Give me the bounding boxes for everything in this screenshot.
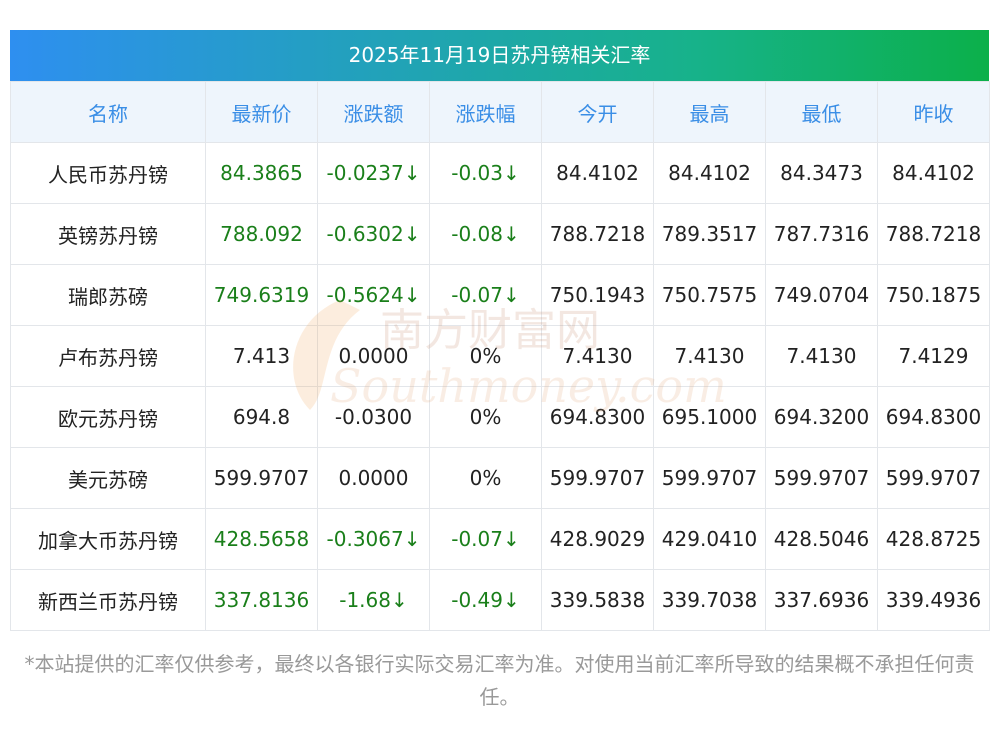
table-header-row: 名称 最新价 涨跌额 涨跌幅 今开 最高 最低 昨收 (10, 81, 990, 143)
cell-open: 7.4130 (541, 325, 654, 387)
cell-open: 788.7218 (541, 203, 654, 265)
cell-prev: 84.4102 (877, 142, 990, 204)
cell-prev: 599.9707 (877, 447, 990, 509)
cell-change: -0.5624↓ (317, 264, 430, 326)
cell-low: 337.6936 (765, 569, 878, 631)
cell-latest: 428.5658 (205, 508, 318, 570)
cell-latest: 84.3865 (205, 142, 318, 204)
cell-name: 英镑苏丹镑 (10, 203, 206, 265)
cell-low: 787.7316 (765, 203, 878, 265)
rate-table: 名称 最新价 涨跌额 涨跌幅 今开 最高 最低 昨收 人民币苏丹镑 84.3865… (10, 81, 990, 631)
table-row: 人民币苏丹镑 84.3865 -0.0237↓ -0.03↓ 84.4102 84.410… (10, 142, 990, 204)
cell-high: 429.0410 (653, 508, 766, 570)
cell-low: 749.0704 (765, 264, 878, 326)
column-header-high: 最高 (653, 81, 766, 143)
cell-pct: -0.08↓ (429, 203, 542, 265)
cell-prev: 788.7218 (877, 203, 990, 265)
cell-open: 750.1943 (541, 264, 654, 326)
cell-pct: 0% (429, 447, 542, 509)
table-row: 加拿大币苏丹镑 428.5658 -0.3067↓ -0.07↓ 428.9029 429… (10, 508, 990, 570)
cell-prev: 750.1875 (877, 264, 990, 326)
column-header-open: 今开 (541, 81, 654, 143)
column-header-pct: 涨跌幅 (429, 81, 542, 143)
cell-low: 84.3473 (765, 142, 878, 204)
cell-low: 428.5046 (765, 508, 878, 570)
cell-name: 卢布苏丹镑 (10, 325, 206, 387)
cell-low: 7.4130 (765, 325, 878, 387)
cell-change: -0.0237↓ (317, 142, 430, 204)
cell-high: 339.7038 (653, 569, 766, 631)
cell-pct: -0.07↓ (429, 508, 542, 570)
cell-open: 339.5838 (541, 569, 654, 631)
cell-high: 789.3517 (653, 203, 766, 265)
column-header-low: 最低 (765, 81, 878, 143)
column-header-change: 涨跌额 (317, 81, 430, 143)
cell-pct: 0% (429, 386, 542, 448)
cell-pct: -0.03↓ (429, 142, 542, 204)
table-row: 英镑苏丹镑 788.092 -0.6302↓ -0.08↓ 788.7218 789.35… (10, 203, 990, 265)
cell-low: 599.9707 (765, 447, 878, 509)
cell-open: 599.9707 (541, 447, 654, 509)
cell-high: 84.4102 (653, 142, 766, 204)
table-row: 新西兰币苏丹镑 337.8136 -1.68↓ -0.49↓ 339.5838 339.7… (10, 569, 990, 631)
cell-prev: 7.4129 (877, 325, 990, 387)
cell-latest: 7.413 (205, 325, 318, 387)
column-header-name: 名称 (10, 81, 206, 143)
disclaimer: *本站提供的汇率仅供参考，最终以各银行实际交易汇率为准。对使用当前汇率所导致的结… (24, 652, 975, 709)
cell-name: 新西兰币苏丹镑 (10, 569, 206, 631)
cell-prev: 428.8725 (877, 508, 990, 570)
cell-pct: -0.49↓ (429, 569, 542, 631)
cell-change: 0.0000 (317, 325, 430, 387)
cell-pct: 0% (429, 325, 542, 387)
cell-change: -0.0300 (317, 386, 430, 448)
table-row: 卢布苏丹镑 7.413 0.0000 0% 7.4130 7.4130 7.4130 7.41… (10, 325, 990, 387)
rate-panel: 2025年11月19日苏丹镑相关汇率 名称 最新价 涨跌额 涨跌幅 今开 最高 … (10, 30, 990, 631)
cell-open: 694.8300 (541, 386, 654, 448)
cell-open: 428.9029 (541, 508, 654, 570)
cell-latest: 599.9707 (205, 447, 318, 509)
cell-high: 695.1000 (653, 386, 766, 448)
cell-latest: 337.8136 (205, 569, 318, 631)
cell-pct: -0.07↓ (429, 264, 542, 326)
cell-prev: 694.8300 (877, 386, 990, 448)
cell-latest: 694.8 (205, 386, 318, 448)
cell-name: 美元苏磅 (10, 447, 206, 509)
cell-open: 84.4102 (541, 142, 654, 204)
cell-change: -1.68↓ (317, 569, 430, 631)
cell-name: 欧元苏丹镑 (10, 386, 206, 448)
cell-change: -0.3067↓ (317, 508, 430, 570)
cell-latest: 788.092 (205, 203, 318, 265)
cell-change: 0.0000 (317, 447, 430, 509)
cell-latest: 749.6319 (205, 264, 318, 326)
cell-high: 7.4130 (653, 325, 766, 387)
table-row: 瑞郎苏磅 749.6319 -0.5624↓ -0.07↓ 750.1943 750.75… (10, 264, 990, 326)
table-row: 美元苏磅 599.9707 0.0000 0% 599.9707 599.9707 599.… (10, 447, 990, 509)
cell-name: 人民币苏丹镑 (10, 142, 206, 204)
cell-high: 599.9707 (653, 447, 766, 509)
cell-change: -0.6302↓ (317, 203, 430, 265)
cell-high: 750.7575 (653, 264, 766, 326)
cell-name: 瑞郎苏磅 (10, 264, 206, 326)
cell-prev: 339.4936 (877, 569, 990, 631)
page-title: 2025年11月19日苏丹镑相关汇率 (10, 30, 989, 81)
column-header-latest: 最新价 (205, 81, 318, 143)
cell-low: 694.3200 (765, 386, 878, 448)
cell-name: 加拿大币苏丹镑 (10, 508, 206, 570)
column-header-prev: 昨收 (877, 81, 990, 143)
table-row: 欧元苏丹镑 694.8 -0.0300 0% 694.8300 695.1000 694.3… (10, 386, 990, 448)
